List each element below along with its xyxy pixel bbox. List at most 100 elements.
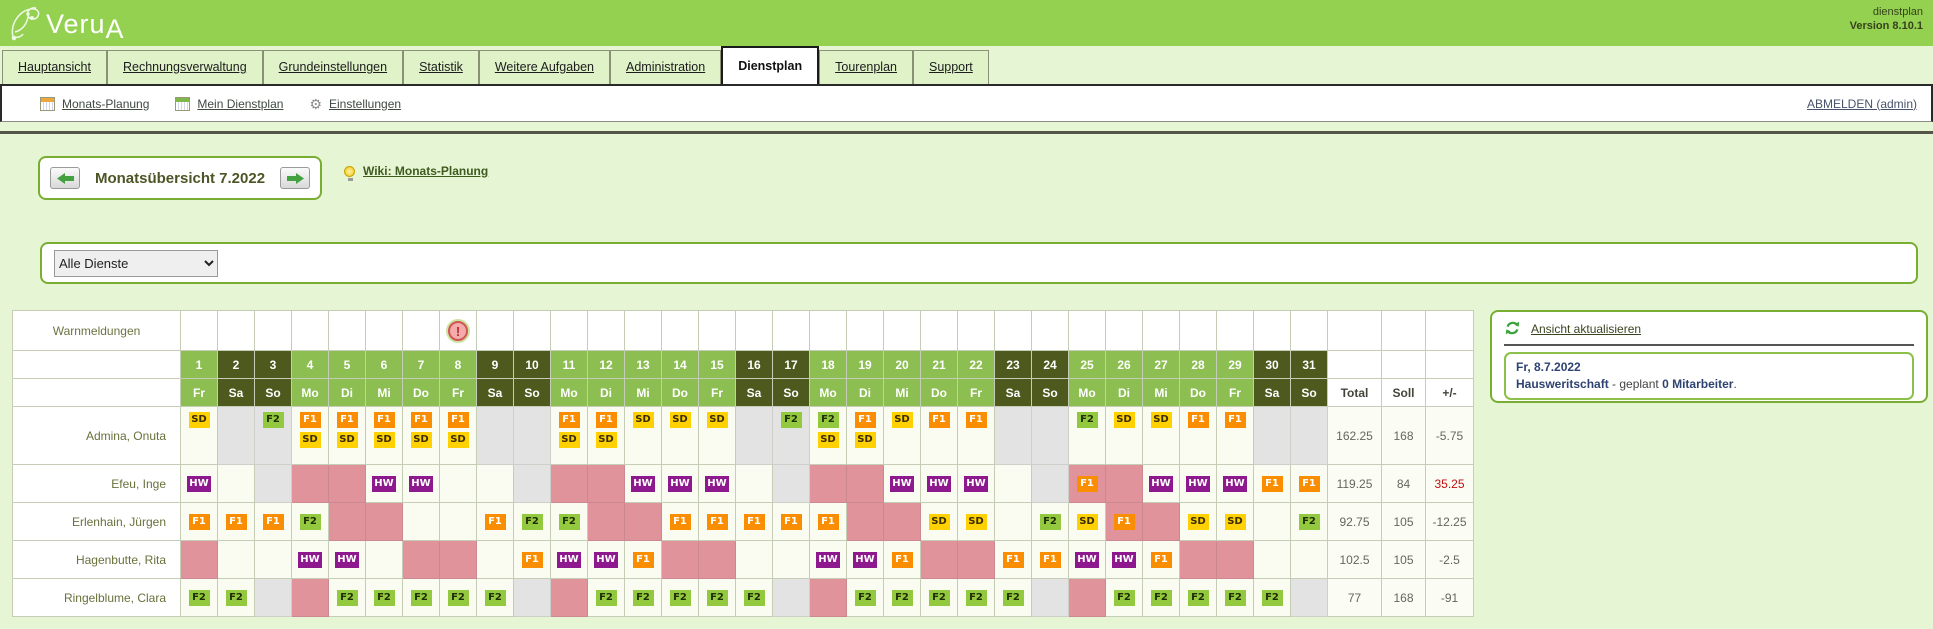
shift-cell-day-13[interactable]: SD xyxy=(624,406,662,465)
shift-cell-day-18[interactable] xyxy=(809,464,847,503)
shift-cell-day-9[interactable] xyxy=(476,540,514,579)
shift-cell-day-21[interactable]: SD xyxy=(920,502,958,541)
shift-cell-day-25[interactable]: F1 xyxy=(1068,464,1106,503)
shift-cell-day-25[interactable]: HW xyxy=(1068,540,1106,579)
shift-cell-day-27[interactable]: HW xyxy=(1142,464,1180,503)
shift-cell-day-4[interactable]: F2 xyxy=(291,502,329,541)
shift-cell-day-31[interactable] xyxy=(1290,578,1328,617)
shift-cell-day-23[interactable]: F2 xyxy=(994,578,1032,617)
tab-link-statistik[interactable]: Statistik xyxy=(419,60,463,74)
shift-cell-day-17[interactable] xyxy=(772,578,810,617)
shift-cell-day-6[interactable] xyxy=(365,540,403,579)
shift-cell-day-29[interactable]: SD xyxy=(1216,502,1254,541)
shift-cell-day-20[interactable]: F1 xyxy=(883,540,921,579)
tab-rechnungsverwaltung[interactable]: Rechnungsverwaltung xyxy=(106,50,263,84)
tab-link-grundeinstellungen[interactable]: Grundeinstellungen xyxy=(278,60,388,74)
shift-cell-day-20[interactable]: F2 xyxy=(883,578,921,617)
shift-cell-day-14[interactable]: F2 xyxy=(661,578,699,617)
tab-hauptansicht[interactable]: Hauptansicht xyxy=(2,50,107,84)
shift-cell-day-29[interactable]: F2 xyxy=(1216,578,1254,617)
shift-cell-day-27[interactable] xyxy=(1142,502,1180,541)
shift-cell-day-11[interactable] xyxy=(550,578,588,617)
shift-cell-day-28[interactable]: F2 xyxy=(1179,578,1217,617)
shift-cell-day-5[interactable]: F2 xyxy=(328,578,366,617)
next-month-button[interactable] xyxy=(280,167,310,189)
tab-link-hauptansicht[interactable]: Hauptansicht xyxy=(18,60,91,74)
subnav-item-monats-planung[interactable]: Monats-Planung xyxy=(40,96,149,111)
shift-cell-day-30[interactable]: F2 xyxy=(1253,578,1291,617)
shift-cell-day-26[interactable]: HW xyxy=(1105,540,1143,579)
warning-icon[interactable]: ! xyxy=(448,320,468,341)
shift-cell-day-24[interactable] xyxy=(1031,578,1069,617)
shift-cell-day-22[interactable]: HW xyxy=(957,464,995,503)
tab-link-support[interactable]: Support xyxy=(928,60,973,74)
shift-cell-day-9[interactable]: F1 xyxy=(476,502,514,541)
shift-cell-day-14[interactable]: F1 xyxy=(661,502,699,541)
shift-cell-day-1[interactable]: F2 xyxy=(180,578,218,617)
shift-cell-day-16[interactable] xyxy=(735,464,773,503)
shift-cell-day-21[interactable]: HW xyxy=(920,464,958,503)
shift-cell-day-1[interactable]: SD xyxy=(180,406,218,465)
tab-link-tourenplan[interactable]: Tourenplan xyxy=(835,60,897,74)
shift-cell-day-6[interactable] xyxy=(365,502,403,541)
shift-cell-day-1[interactable]: HW xyxy=(180,464,218,503)
shift-cell-day-24[interactable]: F1 xyxy=(1031,540,1069,579)
shift-cell-day-11[interactable] xyxy=(550,464,588,503)
shift-cell-day-21[interactable] xyxy=(920,540,958,579)
shift-cell-day-28[interactable] xyxy=(1179,540,1217,579)
shift-cell-day-8[interactable]: F2 xyxy=(439,578,477,617)
shift-cell-day-12[interactable]: HW xyxy=(587,540,625,579)
shift-cell-day-17[interactable]: F1 xyxy=(772,502,810,541)
shift-cell-day-27[interactable]: SD xyxy=(1142,406,1180,465)
shift-cell-day-2[interactable] xyxy=(217,406,255,465)
shift-cell-day-19[interactable]: F1 SD xyxy=(846,406,884,465)
shift-cell-day-23[interactable] xyxy=(994,502,1032,541)
shift-cell-day-21[interactable]: F1 xyxy=(920,406,958,465)
shift-cell-day-6[interactable]: F2 xyxy=(365,578,403,617)
tab-support[interactable]: Support xyxy=(912,50,989,84)
shift-cell-day-5[interactable] xyxy=(328,502,366,541)
shift-cell-day-18[interactable] xyxy=(809,578,847,617)
shift-cell-day-17[interactable] xyxy=(772,540,810,579)
shift-cell-day-3[interactable] xyxy=(254,540,292,579)
shift-cell-day-12[interactable]: F2 xyxy=(587,578,625,617)
shift-cell-day-5[interactable] xyxy=(328,464,366,503)
shift-cell-day-8[interactable]: F1 SD xyxy=(439,406,477,465)
shift-cell-day-15[interactable] xyxy=(698,540,736,579)
shift-cell-day-7[interactable] xyxy=(402,540,440,579)
service-filter-select[interactable]: Alle Dienste xyxy=(54,249,218,277)
shift-cell-day-17[interactable]: F2 xyxy=(772,406,810,465)
shift-cell-day-3[interactable]: F2 xyxy=(254,406,292,465)
shift-cell-day-2[interactable] xyxy=(217,540,255,579)
shift-cell-day-20[interactable]: SD xyxy=(883,406,921,465)
shift-cell-day-26[interactable]: SD xyxy=(1105,406,1143,465)
shift-cell-day-1[interactable]: F1 xyxy=(180,502,218,541)
shift-cell-day-20[interactable]: HW xyxy=(883,464,921,503)
shift-cell-day-13[interactable]: HW xyxy=(624,464,662,503)
shift-cell-day-31[interactable] xyxy=(1290,540,1328,579)
tab-weitere-aufgaben[interactable]: Weitere Aufgaben xyxy=(478,50,611,84)
shift-cell-day-7[interactable]: F2 xyxy=(402,578,440,617)
previous-month-button[interactable] xyxy=(50,167,80,189)
shift-cell-day-18[interactable]: F1 xyxy=(809,502,847,541)
shift-cell-day-26[interactable]: F2 xyxy=(1105,578,1143,617)
shift-cell-day-11[interactable]: HW xyxy=(550,540,588,579)
shift-cell-day-27[interactable]: F2 xyxy=(1142,578,1180,617)
tab-link-administration[interactable]: Administration xyxy=(626,60,706,74)
shift-cell-day-12[interactable] xyxy=(587,502,625,541)
shift-cell-day-10[interactable] xyxy=(513,578,551,617)
shift-cell-day-18[interactable]: HW xyxy=(809,540,847,579)
shift-cell-day-16[interactable]: F2 xyxy=(735,578,773,617)
shift-cell-day-15[interactable]: F2 xyxy=(698,578,736,617)
subnav-item-einstellungen[interactable]: ⚙ Einstellungen xyxy=(309,97,401,111)
shift-cell-day-17[interactable] xyxy=(772,464,810,503)
shift-cell-day-19[interactable]: F2 xyxy=(846,578,884,617)
shift-cell-day-19[interactable] xyxy=(846,502,884,541)
shift-cell-day-7[interactable] xyxy=(402,502,440,541)
shift-cell-day-24[interactable]: F2 xyxy=(1031,502,1069,541)
tab-tourenplan[interactable]: Tourenplan xyxy=(819,50,913,84)
shift-cell-day-30[interactable] xyxy=(1253,502,1291,541)
shift-cell-day-19[interactable]: HW xyxy=(846,540,884,579)
shift-cell-day-4[interactable]: F1 SD xyxy=(291,406,329,465)
shift-cell-day-8[interactable] xyxy=(439,540,477,579)
